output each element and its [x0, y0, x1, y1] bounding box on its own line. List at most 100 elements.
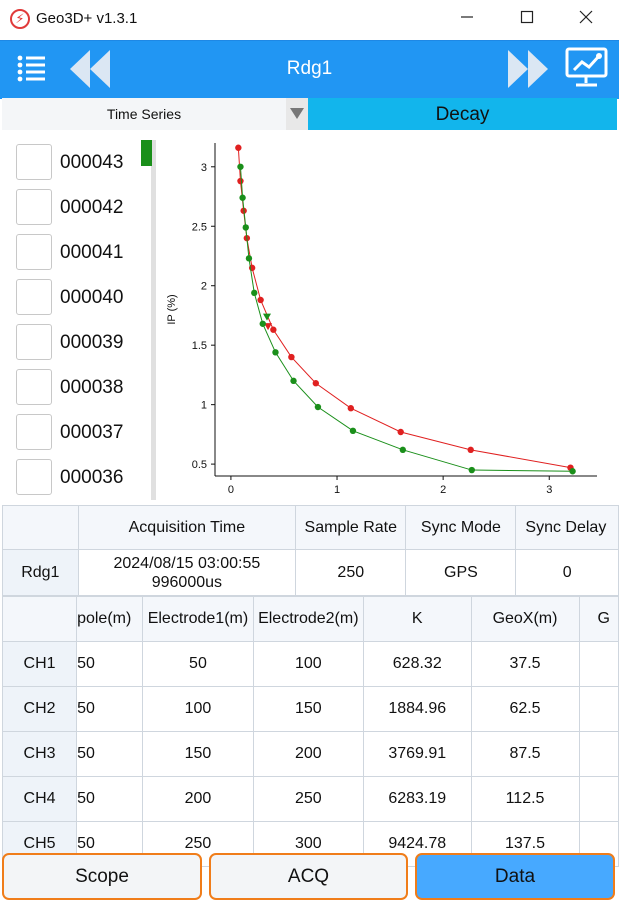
data-point — [259, 320, 266, 327]
cell-electrode1: 200 — [142, 776, 254, 822]
file-checkbox[interactable] — [16, 324, 52, 360]
y-axis-label: IP (%) — [166, 294, 178, 324]
row-label: CH3 — [1, 731, 78, 777]
list-item[interactable]: 000040 — [16, 275, 156, 315]
file-name: 000039 — [60, 332, 124, 353]
tab-decay-label: Decay — [435, 104, 490, 125]
file-name: 000043 — [60, 152, 124, 173]
menu-button[interactable] — [14, 52, 50, 84]
header-electrode2: Electrode2(m) — [252, 596, 364, 642]
y-tick-label: 2.5 — [192, 221, 207, 233]
window-title: Geo3D+ v1.3.1 — [36, 10, 138, 27]
monitor-chart-button[interactable] — [564, 46, 610, 90]
cell-geo-next — [578, 776, 619, 822]
list-item[interactable]: 000037 — [16, 410, 156, 450]
data-point — [314, 403, 322, 411]
list-item[interactable]: 000038 — [16, 365, 156, 405]
table-row[interactable]: CH2 50 100 150 1884.96 62.5 — [1, 686, 619, 732]
info-row-label: Rdg1 — [2, 549, 79, 596]
header-sync-delay: Sync Delay — [515, 505, 619, 550]
close-icon — [579, 10, 593, 24]
data-point-triangle — [262, 313, 271, 321]
fast-forward-icon — [508, 50, 548, 88]
file-checkbox[interactable] — [16, 234, 52, 270]
file-list-scroll-thumb[interactable] — [141, 140, 152, 166]
sync-mode-cell: GPS — [405, 549, 517, 596]
rewind-icon — [70, 50, 110, 88]
cell-pole: 50 — [76, 731, 144, 777]
cell-pole: 50 — [76, 776, 144, 822]
file-checkbox[interactable] — [16, 279, 52, 315]
table-row[interactable]: CH4 50 200 250 6283.19 112.5 — [1, 776, 619, 822]
data-point — [312, 380, 320, 387]
header-k: K — [362, 596, 472, 642]
tab-decay[interactable] — [308, 98, 617, 130]
header-sample-rate: Sample Rate — [295, 505, 407, 550]
sample-rate-cell: 250 — [295, 549, 407, 596]
cell-geo-next — [578, 731, 619, 777]
data-point — [237, 177, 244, 185]
cell-k: 6283.19 — [362, 776, 472, 822]
file-name: 000037 — [60, 422, 124, 443]
row-label: CH4 — [1, 776, 78, 822]
data-point — [468, 466, 475, 474]
list-menu-icon — [17, 55, 45, 82]
tab-dropdown-button[interactable] — [286, 98, 308, 130]
file-name: 000040 — [60, 287, 124, 308]
data-point — [467, 446, 474, 454]
tab-time-series[interactable] — [2, 98, 287, 130]
acq-button[interactable]: ACQ — [209, 853, 408, 900]
cell-geox: 112.5 — [470, 776, 580, 822]
channel-table: pole(m) Electrode1(m) Electrode2(m) K Ge… — [1, 596, 619, 867]
maximize-button[interactable] — [507, 6, 547, 34]
y-tick-label: 1 — [201, 400, 207, 412]
channel-corner-cell — [1, 596, 78, 642]
file-name: 000036 — [60, 467, 124, 488]
series-line — [237, 147, 571, 469]
data-point — [349, 427, 357, 435]
data-point — [237, 163, 244, 170]
file-checkbox[interactable] — [16, 189, 52, 225]
table-row[interactable]: CH1 50 50 100 628.32 37.5 — [1, 641, 619, 687]
data-point — [399, 446, 407, 454]
acquisition-time-us: 996000us — [151, 573, 223, 591]
data-point — [288, 353, 295, 361]
acquisition-time-cell: 2024/08/15 03:00:55 996000us — [77, 549, 297, 596]
next-button[interactable] — [504, 48, 552, 90]
y-tick-label: 0.5 — [192, 459, 207, 471]
tab-time-series-label: Time Series — [106, 106, 182, 122]
file-checkbox[interactable] — [16, 459, 52, 495]
scope-button[interactable]: Scope — [2, 853, 202, 900]
data-point-triangle — [264, 323, 273, 331]
file-checkbox[interactable] — [16, 144, 52, 180]
cell-k: 1884.96 — [362, 686, 472, 732]
page-title: Rdg1 — [286, 58, 333, 79]
data-point — [239, 194, 246, 201]
header-sync-mode: Sync Mode — [405, 505, 517, 550]
list-item[interactable]: 000042 — [16, 185, 156, 225]
cell-k: 3769.91 — [362, 731, 472, 777]
cell-geo-next — [578, 641, 619, 687]
list-item[interactable]: 000039 — [16, 320, 156, 360]
cell-k: 628.32 — [362, 641, 472, 687]
data-point — [270, 326, 277, 333]
decay-chart: 0.5 1 1.5 2 2.5 3 0 1 2 3 IP (%) — [160, 135, 610, 501]
list-item[interactable]: 000043 — [16, 140, 156, 180]
previous-button[interactable] — [66, 48, 114, 90]
list-item[interactable]: 000036 — [16, 455, 156, 495]
file-list-scrollbar[interactable] — [151, 140, 156, 500]
close-button[interactable] — [566, 6, 606, 34]
data-point — [569, 468, 576, 475]
file-name: 000042 — [60, 197, 124, 218]
app-logo-icon: ⚡ — [10, 9, 30, 29]
maximize-icon — [520, 10, 534, 24]
table-row[interactable]: CH3 50 150 200 3769.91 87.5 — [1, 731, 619, 777]
file-checkbox[interactable] — [16, 369, 52, 405]
file-checkbox[interactable] — [16, 414, 52, 450]
minimize-button[interactable] — [447, 6, 487, 34]
minimize-icon — [461, 16, 473, 18]
dropdown-arrow-icon — [290, 108, 304, 119]
data-button[interactable]: Data — [415, 853, 615, 900]
list-item[interactable]: 000041 — [16, 230, 156, 270]
x-tick-label: 2 — [440, 484, 446, 496]
